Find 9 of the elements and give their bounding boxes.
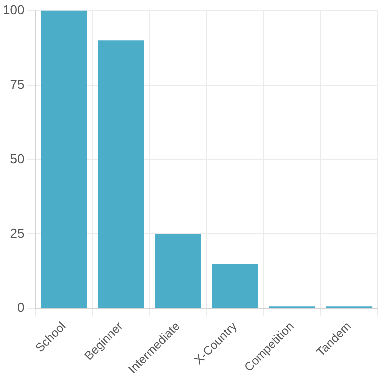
bar [212, 264, 258, 308]
y-tick-label: 50 [10, 151, 25, 166]
y-tick-label: 100 [2, 2, 25, 18]
y-tick-label: 0 [17, 300, 25, 316]
bar [98, 40, 144, 308]
y-tick-label: 75 [10, 76, 25, 92]
bar [155, 234, 202, 308]
y-tick-label: 25 [10, 226, 25, 241]
bar [41, 10, 88, 308]
